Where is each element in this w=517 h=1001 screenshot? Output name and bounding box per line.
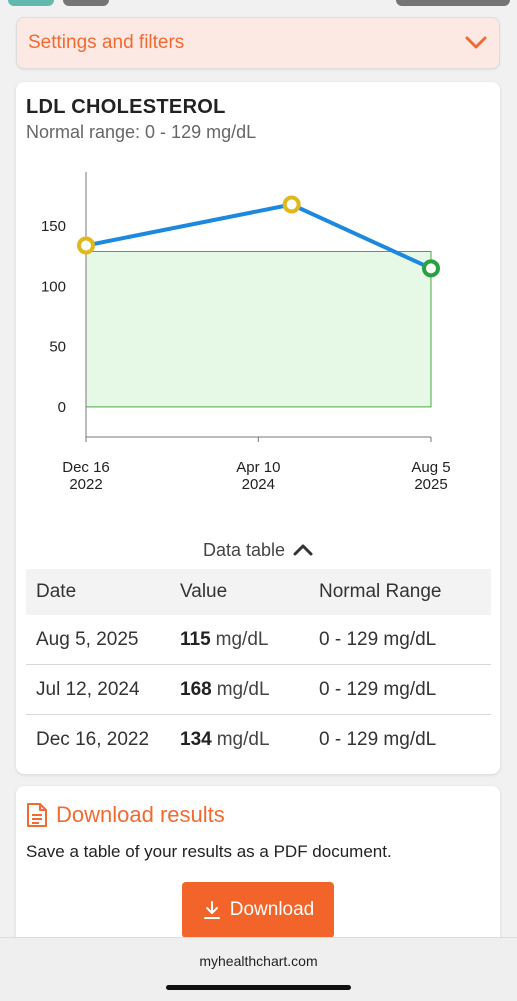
- row-range: 0 - 129 mg/dL: [319, 628, 437, 650]
- row-value: 134: [180, 728, 212, 750]
- download-description: Save a table of your results as a PDF do…: [26, 842, 392, 861]
- download-header: Download results: [26, 802, 225, 828]
- header-normal-range: Normal Range: [319, 581, 442, 602]
- table-header: Date Value Normal Range: [26, 569, 491, 615]
- data-point-normal: [422, 259, 440, 278]
- x-tick-label: Aug 5: [411, 459, 450, 476]
- row-date: Dec 16, 2022: [36, 728, 150, 750]
- row-range: 0 - 129 mg/dL: [319, 728, 437, 750]
- y-tick-label: 0: [58, 399, 66, 416]
- home-indicator: [166, 985, 351, 990]
- x-tick-label: 2024: [242, 476, 275, 493]
- browser-bottom-bar: myhealthchart.com: [0, 937, 517, 1001]
- test-title: LDL CHOLESTEROL: [26, 96, 226, 118]
- row-range: 0 - 129 mg/dL: [319, 678, 437, 700]
- result-card: LDL CHOLESTEROL Normal range: 0 - 129 mg…: [16, 82, 500, 774]
- download-button[interactable]: Download: [182, 882, 334, 938]
- x-tick-label: 2025: [414, 476, 447, 493]
- settings-label: Settings and filters: [28, 32, 185, 53]
- data-table: Date Value Normal Range Aug 5, 2025 115 m…: [26, 569, 491, 764]
- y-tick-label: 50: [49, 339, 66, 356]
- y-tick-label: 150: [41, 218, 66, 235]
- x-tick-label: 2022: [69, 476, 102, 493]
- row-date: Jul 12, 2024: [36, 678, 140, 700]
- settings-and-filters-accordion[interactable]: Settings and filters: [16, 17, 500, 69]
- row-unit: mg/dL: [216, 678, 270, 700]
- download-icon: [203, 901, 220, 919]
- row-date: Aug 5, 2025: [36, 628, 139, 650]
- y-tick-label: 100: [41, 278, 66, 295]
- table-row: Aug 5, 2025 115 mg/dL 0 - 129 mg/dL: [26, 615, 491, 665]
- header-value: Value: [180, 581, 228, 602]
- normal-range-band: [85, 251, 432, 408]
- header-date: Date: [36, 581, 77, 602]
- top-toolbar-strip: [0, 0, 517, 10]
- download-title: Download results: [56, 802, 225, 827]
- row-value: 168: [180, 678, 212, 700]
- row-value-cell: 115 mg/dL: [180, 629, 319, 651]
- toolbar-button-second[interactable]: [63, 0, 109, 6]
- row-unit: mg/dL: [215, 628, 269, 650]
- table-row: Dec 16, 2022 134 mg/dL 0 - 129 mg/dL: [26, 715, 491, 764]
- normal-range-text: Normal range: 0 - 129 mg/dL: [26, 122, 257, 142]
- download-button-label: Download: [229, 899, 315, 920]
- data-point-abnormal: [77, 236, 95, 255]
- data-point-abnormal: [282, 195, 301, 214]
- x-tick-label: Dec 16: [62, 459, 110, 476]
- data-table-toggle-label: Data table: [202, 539, 286, 560]
- toolbar-button-right[interactable]: [396, 0, 510, 6]
- chevron-down-icon: [465, 36, 487, 49]
- document-icon: [27, 803, 47, 827]
- row-value-cell: 134 mg/dL: [180, 729, 319, 751]
- toolbar-button-left[interactable]: [8, 0, 54, 6]
- x-tick-label: Apr 10: [236, 459, 280, 476]
- chevron-up-icon: [293, 544, 313, 556]
- row-value: 115: [180, 628, 211, 650]
- url-label[interactable]: myhealthchart.com: [199, 953, 318, 969]
- table-row: Jul 12, 2024 168 mg/dL 0 - 129 mg/dL: [26, 665, 491, 715]
- row-unit: mg/dL: [216, 728, 270, 750]
- download-card: Download results Save a table of your re…: [16, 786, 500, 966]
- data-table-toggle[interactable]: Data table: [16, 538, 500, 562]
- row-value-cell: 168 mg/dL: [180, 679, 319, 701]
